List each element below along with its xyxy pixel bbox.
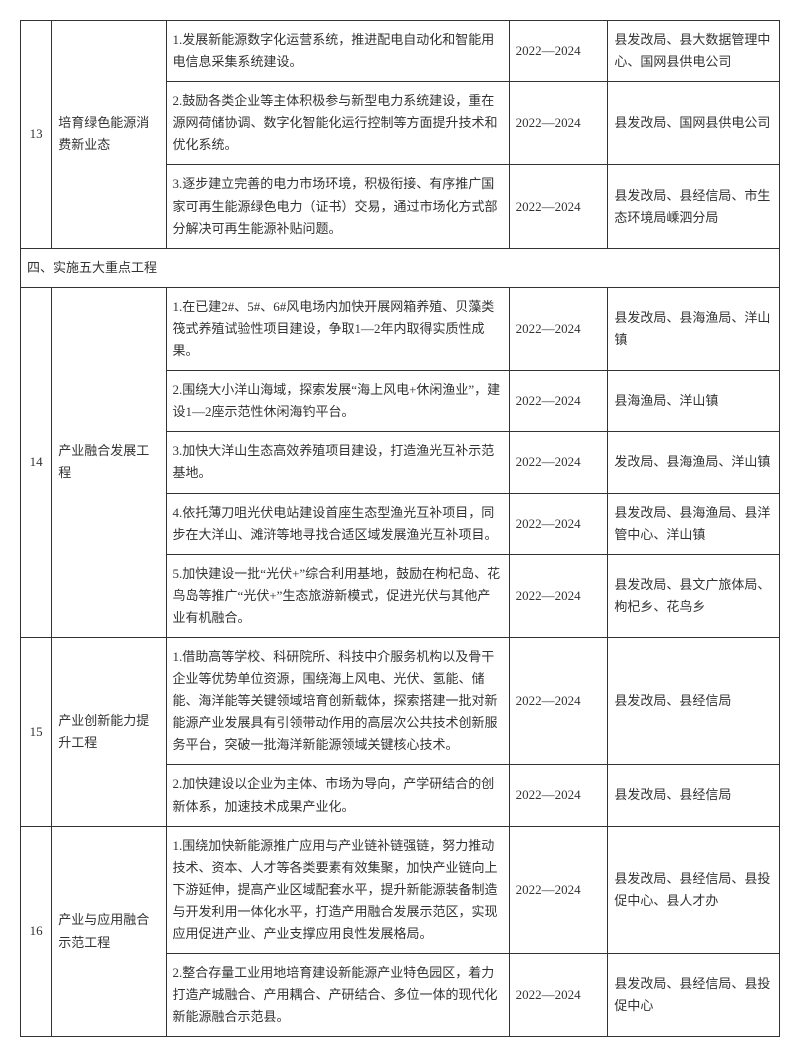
task-description: 5.加快建设一批“光伏+”综合利用基地，鼓励在枸杞岛、花鸟岛等推广“光伏+”生态… xyxy=(166,554,509,637)
table-row: 14产业融合发展工程1.在已建2#、5#、6#风电场内加快开展网箱养殖、贝藻类筏… xyxy=(21,287,780,370)
task-description: 2.围绕大小洋山海域，探索发展“海上风电+休闲渔业”，建设1—2座示范性休闲海钓… xyxy=(166,371,509,432)
table-row: 13培育绿色能源消费新业态1.发展新能源数字化运营系统，推进配电自动化和智能用电… xyxy=(21,21,780,82)
section-header-row: 四、实施五大重点工程 xyxy=(21,248,780,287)
responsible-department: 县发改局、县经信局 xyxy=(608,637,780,764)
table-row: 16产业与应用融合示范工程1.围绕加快新能源推广应用与产业链补链强链，努力推动技… xyxy=(21,826,780,953)
task-description: 1.围绕加快新能源推广应用与产业链补链强链，努力推动技术、资本、人才等各类要素有… xyxy=(166,826,509,953)
year-range: 2022—2024 xyxy=(509,287,608,370)
responsible-department: 县发改局、县经信局、县投促中心 xyxy=(608,954,780,1037)
responsible-department: 县发改局、县海渔局、洋山镇 xyxy=(608,287,780,370)
year-range: 2022—2024 xyxy=(509,554,608,637)
year-range: 2022—2024 xyxy=(509,21,608,82)
task-description: 1.发展新能源数字化运营系统，推进配电自动化和智能用电信息采集系统建设。 xyxy=(166,21,509,82)
task-description: 3.加快大洋山生态高效养殖项目建设，打造渔光互补示范基地。 xyxy=(166,432,509,493)
year-range: 2022—2024 xyxy=(509,371,608,432)
table-row: 15产业创新能力提升工程1.借助高等学校、科研院所、科技中介服务机构以及骨干企业… xyxy=(21,637,780,764)
project-name: 产业融合发展工程 xyxy=(52,287,166,637)
year-range: 2022—2024 xyxy=(509,954,608,1037)
responsible-department: 县发改局、县经信局、县投促中心、县人才办 xyxy=(608,826,780,953)
task-description: 3.逐步建立完善的电力市场环境，积极衔接、有序推广国家可再生能源绿色电力（证书）… xyxy=(166,165,509,248)
year-range: 2022—2024 xyxy=(509,637,608,764)
year-range: 2022—2024 xyxy=(509,493,608,554)
year-range: 2022—2024 xyxy=(509,826,608,953)
task-description: 1.在已建2#、5#、6#风电场内加快开展网箱养殖、贝藻类筏式养殖试验性项目建设… xyxy=(166,287,509,370)
row-number: 16 xyxy=(21,826,52,1037)
project-name: 产业与应用融合示范工程 xyxy=(52,826,166,1037)
responsible-department: 县发改局、县海渔局、县洋管中心、洋山镇 xyxy=(608,493,780,554)
row-number: 13 xyxy=(21,21,52,249)
section-title: 四、实施五大重点工程 xyxy=(21,248,780,287)
responsible-department: 县发改局、县经信局、市生态环境局嵊泗分局 xyxy=(608,165,780,248)
policy-table: 13培育绿色能源消费新业态1.发展新能源数字化运营系统，推进配电自动化和智能用电… xyxy=(20,20,780,1037)
project-name: 产业创新能力提升工程 xyxy=(52,637,166,826)
responsible-department: 县发改局、县大数据管理中心、国网县供电公司 xyxy=(608,21,780,82)
task-description: 2.鼓励各类企业等主体积极参与新型电力系统建设，重在源网荷储协调、数字化智能化运… xyxy=(166,82,509,165)
responsible-department: 县发改局、国网县供电公司 xyxy=(608,82,780,165)
responsible-department: 县发改局、县文广旅体局、枸杞乡、花鸟乡 xyxy=(608,554,780,637)
task-description: 1.借助高等学校、科研院所、科技中介服务机构以及骨干企业等优势单位资源，围绕海上… xyxy=(166,637,509,764)
task-description: 2.整合存量工业用地培育建设新能源产业特色园区，着力打造产城融合、产用耦合、产研… xyxy=(166,954,509,1037)
project-name: 培育绿色能源消费新业态 xyxy=(52,21,166,249)
responsible-department: 县海渔局、洋山镇 xyxy=(608,371,780,432)
row-number: 14 xyxy=(21,287,52,637)
responsible-department: 发改局、县海渔局、洋山镇 xyxy=(608,432,780,493)
year-range: 2022—2024 xyxy=(509,165,608,248)
year-range: 2022—2024 xyxy=(509,432,608,493)
year-range: 2022—2024 xyxy=(509,82,608,165)
task-description: 4.依托薄刀咀光伏电站建设首座生态型渔光互补项目，同步在大洋山、滩浒等地寻找合适… xyxy=(166,493,509,554)
task-description: 2.加快建设以企业为主体、市场为导向，产学研结合的创新体系，加速技术成果产业化。 xyxy=(166,765,509,826)
row-number: 15 xyxy=(21,637,52,826)
year-range: 2022—2024 xyxy=(509,765,608,826)
responsible-department: 县发改局、县经信局 xyxy=(608,765,780,826)
